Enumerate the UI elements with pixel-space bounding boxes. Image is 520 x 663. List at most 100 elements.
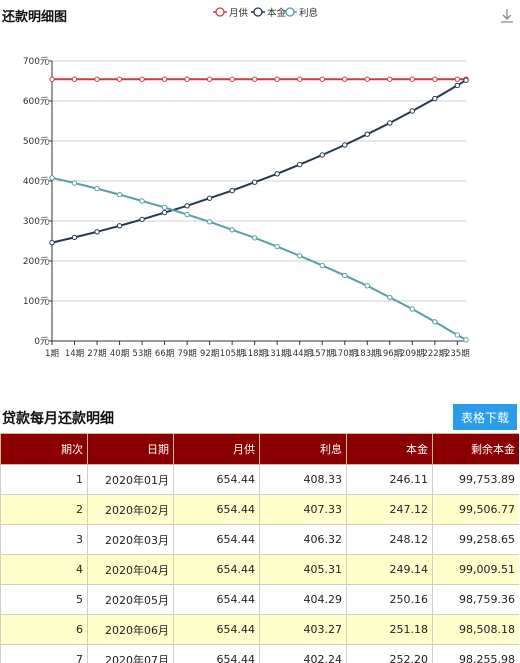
data-point [297, 161, 303, 168]
x-tick-label: 196期 [377, 349, 402, 359]
table-row: 3 2020年03月 654.44 406.32 248.12 99,258.65 [0, 524, 519, 555]
x-tick-label: 79期 [177, 349, 196, 359]
data-point [364, 76, 370, 82]
data-point [454, 332, 461, 338]
table-cell: 2020年02月 [87, 494, 174, 525]
data-point [49, 175, 55, 181]
table-row: 1 2020年01月 654.44 408.33 246.11 99,753.89 [0, 464, 519, 495]
data-point [71, 180, 78, 186]
series-line-1 [51, 79, 467, 244]
table-cell: 654.44 [173, 494, 260, 525]
data-point [116, 223, 123, 229]
data-point [229, 76, 235, 82]
table-cell: 98,759.36 [432, 584, 519, 615]
x-tick-label: 27期 [87, 349, 106, 359]
x-tick-label: 222期 [422, 349, 447, 359]
table-cell: 2020年03月 [87, 524, 174, 555]
y-tick-label: 0元 [34, 337, 49, 347]
data-point [274, 171, 280, 177]
y-tick-label: 200元 [23, 257, 49, 267]
column-header: 月供 [173, 433, 260, 465]
download-icon[interactable] [500, 8, 514, 24]
table-cell: 654.44 [173, 524, 260, 555]
y-tick-label: 300元 [23, 217, 49, 227]
table-section-title: 贷款每月还款明细 [2, 411, 114, 427]
table-cell: 7 [0, 644, 88, 663]
data-point [161, 209, 168, 216]
data-point [319, 76, 325, 82]
data-point [206, 76, 213, 82]
data-point [251, 76, 258, 82]
table-cell: 99,506.77 [432, 494, 519, 525]
data-point [116, 191, 123, 198]
x-tick-label: 131期 [265, 349, 290, 359]
table-cell: 249.14 [346, 554, 433, 585]
column-header: 利息 [259, 433, 347, 465]
data-point [364, 131, 370, 137]
data-point [432, 76, 438, 82]
table-cell: 251.18 [346, 614, 433, 645]
series-line-2 [51, 176, 467, 341]
data-point [342, 142, 348, 148]
data-point [71, 234, 78, 241]
x-tick-label: 144期 [287, 349, 312, 359]
table-cell: 403.27 [259, 614, 347, 645]
data-point [139, 198, 145, 204]
table-cell: 2020年04月 [87, 554, 174, 585]
data-point [387, 294, 393, 301]
data-point [387, 76, 393, 82]
data-point [184, 203, 190, 209]
data-point [49, 76, 55, 82]
data-point [409, 306, 416, 312]
table-cell: 2020年06月 [87, 614, 174, 645]
data-point [463, 77, 469, 83]
x-tick-label: 235期 [445, 349, 470, 359]
data-point [342, 272, 348, 279]
data-point [94, 76, 100, 82]
data-point [161, 204, 168, 211]
data-point [274, 76, 280, 82]
legend-label: 本金 [267, 7, 287, 19]
data-point [94, 229, 100, 235]
data-point [139, 76, 145, 82]
x-tick-label: 170期 [332, 349, 357, 359]
legend-swatch-marker [215, 7, 225, 17]
table-cell: 3 [0, 524, 88, 555]
data-point [49, 239, 55, 246]
table-cell: 654.44 [173, 554, 260, 585]
data-point [184, 76, 190, 82]
table-cell: 2 [0, 494, 88, 525]
data-point [297, 253, 303, 259]
x-tick-label: 183期 [355, 349, 380, 359]
column-header: 期次 [0, 433, 88, 465]
legend-label: 月供 [229, 7, 249, 19]
data-point [364, 283, 370, 289]
table-row: 5 2020年05月 654.44 404.29 250.16 98,759.36 [0, 584, 519, 615]
data-point [432, 319, 438, 325]
repayment-line-chart: 0元 100元 200元 300元 400元 500元 600元 700元 1期 14期 27期 40… [23, 7, 470, 359]
table-cell: 654.44 [173, 464, 260, 495]
y-tick-label: 400元 [23, 177, 49, 187]
table-cell: 654.44 [173, 614, 260, 645]
table-cell: 406.32 [259, 524, 347, 555]
table-cell: 2020年01月 [87, 464, 174, 495]
table-cell: 2020年07月 [87, 644, 174, 663]
legend-swatch-marker [285, 7, 295, 17]
data-point [463, 337, 469, 343]
table-cell: 402.24 [259, 644, 347, 663]
column-header: 剩余本金 [432, 433, 519, 465]
data-point [342, 76, 348, 82]
table-cell: 654.44 [173, 644, 260, 663]
column-header: 本金 [346, 433, 433, 465]
data-point [229, 187, 235, 194]
table-cell: 654.44 [173, 584, 260, 615]
data-point [297, 76, 303, 82]
table-cell: 99,009.51 [432, 554, 519, 585]
data-point [387, 120, 393, 126]
data-point [94, 185, 100, 192]
data-point [409, 108, 416, 114]
data-point [184, 211, 190, 218]
table-row: 2 2020年02月 654.44 407.33 247.12 99,506.77 [0, 494, 519, 525]
x-tick-label: 92期 [200, 349, 219, 359]
table-export-button[interactable]: 表格下载 [453, 404, 517, 430]
